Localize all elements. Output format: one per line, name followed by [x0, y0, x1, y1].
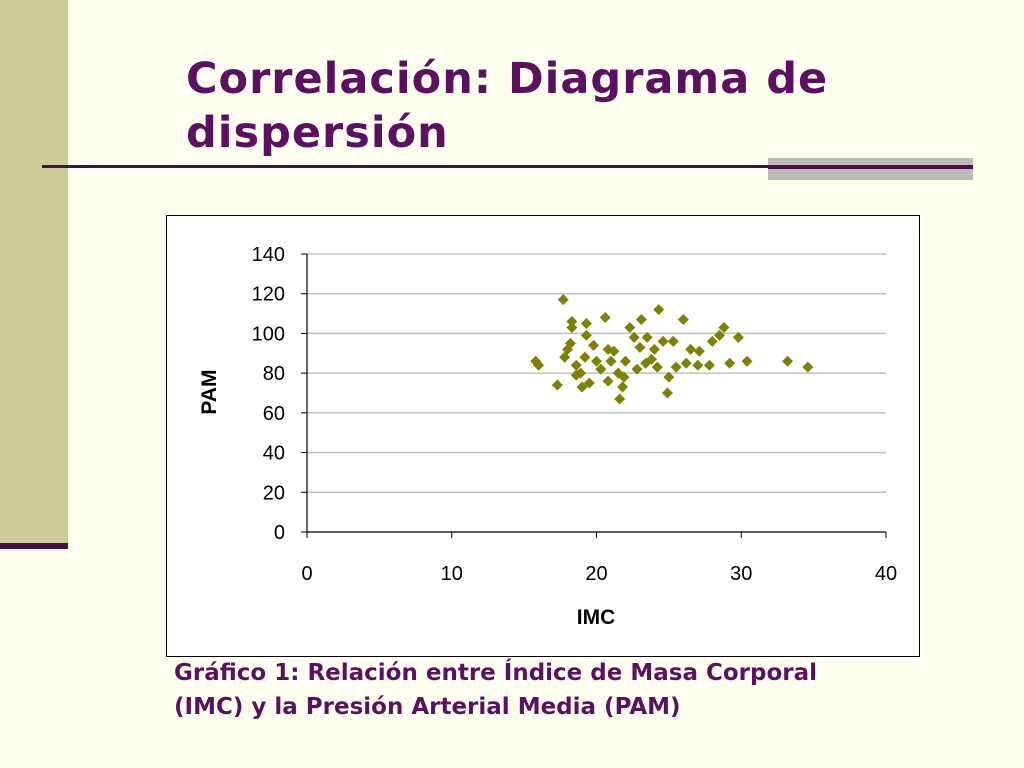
title-rule-accent-line: [768, 165, 973, 169]
data-point: [667, 335, 679, 347]
data-point: [583, 377, 595, 389]
data-point: [677, 314, 689, 326]
data-point: [641, 331, 653, 343]
y-tick-label: 0: [274, 522, 285, 544]
data-point: [628, 331, 640, 343]
data-point: [580, 329, 592, 341]
data-point: [564, 337, 576, 349]
data-point: [591, 355, 602, 367]
chart-gridlines: [307, 253, 886, 494]
scatter-chart: 0 20 40 60 80 100 120 140 0 10 20 30 40 IMC PAM: [198, 244, 898, 629]
chart-ticks: 0 20 40 60 80 100 120 140 0 10 20 30 40: [252, 244, 898, 585]
data-point: [619, 355, 631, 367]
data-point: [661, 387, 673, 399]
data-point: [663, 371, 675, 383]
data-point: [566, 321, 578, 333]
x-tick-label: 0: [301, 563, 312, 585]
y-tick-label: 140: [252, 244, 285, 266]
data-point: [741, 355, 753, 367]
data-point: [631, 363, 643, 375]
data-point: [653, 304, 665, 316]
data-point: [714, 329, 726, 341]
x-tick-label: 40: [875, 563, 897, 585]
y-axis-label: PAM: [198, 369, 221, 414]
data-point: [640, 357, 652, 369]
data-point: [680, 357, 692, 369]
x-tick-label: 20: [585, 563, 607, 585]
data-point: [732, 331, 744, 343]
data-point: [703, 359, 715, 371]
data-point: [693, 345, 705, 357]
data-point: [602, 375, 614, 387]
data-point: [802, 361, 814, 373]
data-point: [576, 381, 588, 393]
scatter-chart-frame: 0 20 40 60 80 100 120 140 0 10 20 30 40 IMC PAM: [166, 215, 920, 657]
data-point: [551, 379, 563, 391]
data-point: [562, 343, 574, 355]
data-point: [588, 339, 600, 351]
title-rule-accent: [768, 158, 973, 180]
y-tick-label: 60: [263, 403, 285, 425]
data-point: [692, 359, 704, 371]
data-point: [557, 294, 569, 306]
data-point: [533, 359, 545, 371]
data-point: [617, 381, 629, 393]
data-point: [618, 371, 630, 383]
data-point: [570, 359, 582, 371]
y-tick-label: 80: [263, 363, 285, 385]
chart-points: [530, 294, 814, 405]
data-point: [599, 312, 611, 324]
y-tick-label: 100: [252, 323, 285, 345]
y-tick-label: 20: [263, 482, 285, 504]
data-point: [580, 318, 592, 329]
data-point: [624, 321, 636, 333]
data-point: [595, 363, 607, 375]
data-point: [608, 345, 620, 357]
data-point: [724, 357, 736, 369]
data-point: [648, 343, 660, 355]
x-tick-label: 30: [730, 563, 752, 585]
data-point: [605, 355, 617, 367]
data-point: [566, 316, 578, 328]
data-point: [718, 321, 730, 333]
data-point: [602, 343, 614, 355]
data-point: [670, 361, 682, 373]
chart-axes: [306, 254, 886, 533]
data-point: [635, 314, 647, 326]
data-point: [575, 367, 587, 379]
data-point: [657, 335, 669, 347]
x-tick-label: 10: [441, 563, 463, 585]
chart-caption: Gráfico 1: Relación entre Índice de Masa…: [174, 660, 818, 720]
data-point: [612, 367, 624, 379]
data-point: [782, 355, 794, 367]
data-point: [559, 351, 571, 363]
title-rule: [42, 165, 772, 168]
sidebar-decoration: [0, 0, 68, 545]
data-point: [579, 351, 591, 363]
sidebar-rule: [0, 543, 68, 549]
data-point: [614, 393, 626, 405]
y-tick-label: 120: [252, 284, 285, 306]
data-point: [634, 341, 646, 353]
data-point: [651, 361, 663, 373]
x-axis-label: IMC: [577, 606, 616, 629]
data-point: [706, 335, 718, 347]
slide-title: Correlación: Diagrama de dispersión: [186, 54, 829, 158]
y-tick-label: 40: [263, 443, 285, 465]
data-point: [685, 343, 697, 355]
